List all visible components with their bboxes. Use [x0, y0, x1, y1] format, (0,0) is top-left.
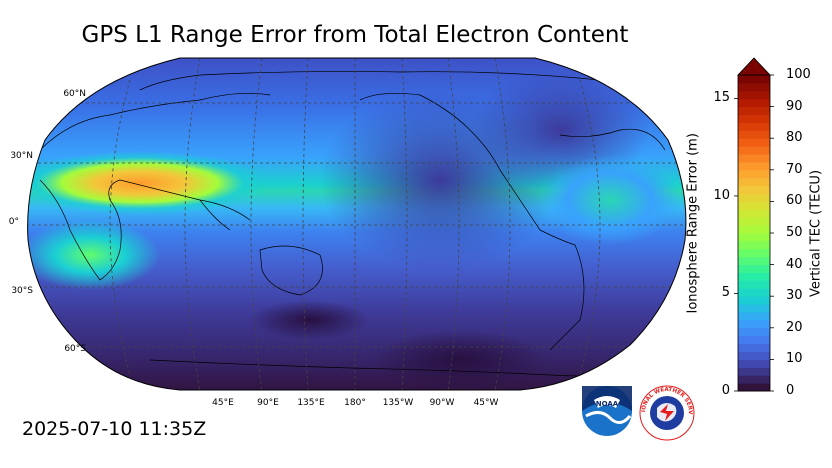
lon-label-135w: 135°W: [382, 398, 414, 408]
colorbar-left-tick-label: 15: [713, 90, 730, 106]
colorbar-left-tick-label: 0: [721, 383, 730, 398]
lat-label-60s: 60°S: [64, 344, 86, 354]
noaa-logo: NOAA: [582, 386, 632, 436]
colorbar-band: [738, 327, 770, 337]
colorbar-band: [738, 98, 770, 108]
colorbar-right-tick-label: 100: [786, 67, 811, 82]
colorbar-left-axis-label: Ionosphere Range Error (m): [685, 133, 701, 314]
colorbar-right-tick-label: 20: [786, 319, 803, 335]
colorbar-band: [738, 217, 770, 226]
graticule: [27, 58, 686, 390]
colorbar-bands: [738, 75, 770, 392]
colorbar-band: [738, 90, 770, 100]
lon-label-45w: 45°W: [473, 398, 499, 408]
colorbar-extend-arrow: [737, 57, 771, 76]
colorbar-band: [738, 161, 770, 171]
colorbar-band: [738, 146, 770, 155]
colorbar-band: [738, 367, 770, 376]
colorbar-right-tick-label: 30: [786, 288, 803, 304]
colorbar-left-tick-label: 10: [713, 187, 730, 203]
colorbar-band: [738, 359, 770, 368]
colorbar-left-tick-label: 5: [721, 285, 730, 301]
globe-outline: [27, 57, 687, 391]
lon-label-135e: 135°E: [297, 398, 325, 408]
colorbar-right-tick-label: 60: [786, 193, 803, 209]
colorbar-right-tick-label: 90: [786, 98, 803, 114]
colorbar-band: [738, 177, 770, 187]
colorbar-right-tick-label: 10: [786, 351, 803, 367]
colorbar-band: [738, 319, 770, 329]
colorbar-band: [738, 383, 770, 392]
colorbar-band: [738, 193, 770, 202]
lat-label-equator: 0°: [8, 217, 19, 227]
colorbar-band: [738, 375, 770, 384]
colorbar-band: [738, 154, 770, 163]
colorbar-band: [738, 201, 770, 210]
lat-label-30n: 30°N: [10, 151, 33, 161]
colorbar-band: [738, 304, 770, 313]
lat-label-30s: 30°S: [11, 286, 33, 296]
tec-field: [27, 58, 686, 390]
lon-label-180: 180°: [344, 398, 366, 408]
colorbar-band: [738, 288, 770, 297]
colorbar-band: [738, 233, 770, 242]
colorbar-band: [738, 351, 770, 360]
colorbar-band: [738, 272, 770, 281]
colorbar-band: [738, 240, 770, 250]
colorbar-band: [738, 122, 770, 131]
colorbar-band: [738, 138, 770, 147]
colorbar-band: [738, 185, 770, 194]
colorbar-band: [738, 264, 770, 273]
colorbar-band: [738, 169, 770, 179]
colorbar-band: [738, 256, 770, 266]
colorbar-band: [738, 114, 770, 123]
colorbar-band: [738, 343, 770, 352]
lon-label-90w: 90°W: [429, 398, 455, 408]
colorbar-band: [738, 75, 770, 84]
colorbar-band: [738, 280, 770, 289]
lon-label-90e: 90°E: [257, 398, 279, 408]
colorbar-right-tick-label: 40: [786, 256, 803, 272]
colorbar-right-tick-label: 50: [786, 225, 803, 240]
colorbar-right-axis-label: Vertical TEC (TECU): [808, 169, 824, 298]
colorbar-band: [738, 209, 770, 218]
colorbar-band: [738, 296, 770, 305]
colorbar-right-tick-label: 70: [786, 161, 803, 177]
colorbar-band: [738, 248, 770, 258]
colorbar-right-tick-label: 80: [786, 130, 803, 146]
colorbar-right-tick-label: 0: [786, 383, 795, 398]
timestamp: 2025-07-10 11:35Z: [22, 418, 207, 440]
colorbar-band: [738, 312, 770, 321]
svg-text:NOAA: NOAA: [596, 400, 619, 408]
map-title: GPS L1 Range Error from Total Electron C…: [81, 22, 629, 48]
nws-logo: NATIONAL WEATHER SERVICE: [638, 384, 695, 441]
lat-label-60n: 60°N: [63, 89, 86, 99]
colorbar-band: [738, 82, 770, 92]
colorbar-band: [738, 335, 770, 345]
lon-label-45e: 45°E: [212, 398, 234, 408]
colorbar-band: [738, 106, 770, 115]
colorbar-band: [738, 225, 770, 234]
colorbar: [734, 57, 774, 392]
colorbar-band: [738, 130, 770, 139]
